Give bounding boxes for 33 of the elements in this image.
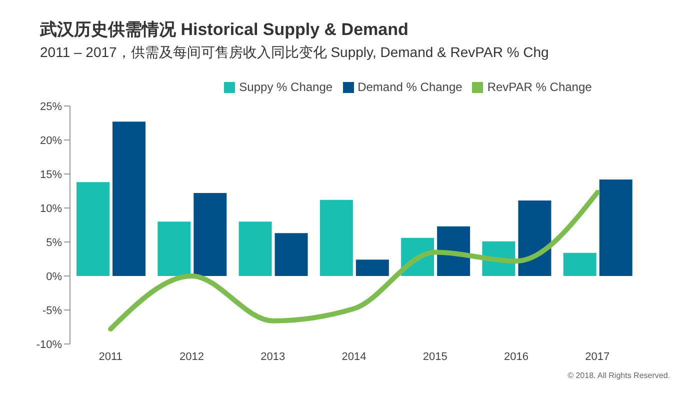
y-tick-label: 15% [40, 168, 62, 181]
y-tick-label: 5% [46, 236, 62, 249]
chart-title: 武汉历史供需情况 Historical Supply & Demand [40, 19, 408, 41]
bar [238, 222, 272, 276]
y-tick-label: 20% [40, 134, 62, 147]
bar [274, 233, 308, 276]
bar [437, 226, 470, 276]
x-tick-label: 2014 [342, 350, 366, 363]
x-tick-label: 2015 [422, 350, 448, 363]
chart-subtitle: 2011 – 2017，供需及每间可售房收入同比变化 Supply, Demand & RevPAR % Chg [40, 44, 549, 62]
bar [194, 193, 227, 276]
bar [112, 122, 146, 276]
text: © 2018. All Rights Reserved. [568, 371, 670, 380]
legend-label: Demand % Change [358, 80, 462, 94]
y-tick-label: -10% [36, 338, 62, 351]
bar [356, 260, 389, 276]
bar [158, 222, 191, 276]
bar [599, 179, 632, 276]
x-tick-label: 2017 [585, 350, 610, 363]
y-tick-label: 0% [46, 270, 62, 283]
x-tick-label: 2013 [260, 350, 286, 363]
legend-label: Suppy % Change [239, 80, 333, 94]
y-tick-label: 25% [40, 100, 62, 113]
bar [76, 182, 110, 276]
y-tick-label: 10% [40, 202, 62, 215]
bar [563, 252, 596, 276]
x-tick-label: 2011 [98, 350, 122, 363]
bar [518, 200, 552, 276]
y-tick-label: -5% [42, 304, 62, 317]
x-tick-label: 2016 [504, 350, 529, 363]
legend-label: RevPAR % Change [487, 80, 592, 94]
x-tick-label: 2012 [179, 350, 204, 363]
bar [320, 200, 353, 276]
